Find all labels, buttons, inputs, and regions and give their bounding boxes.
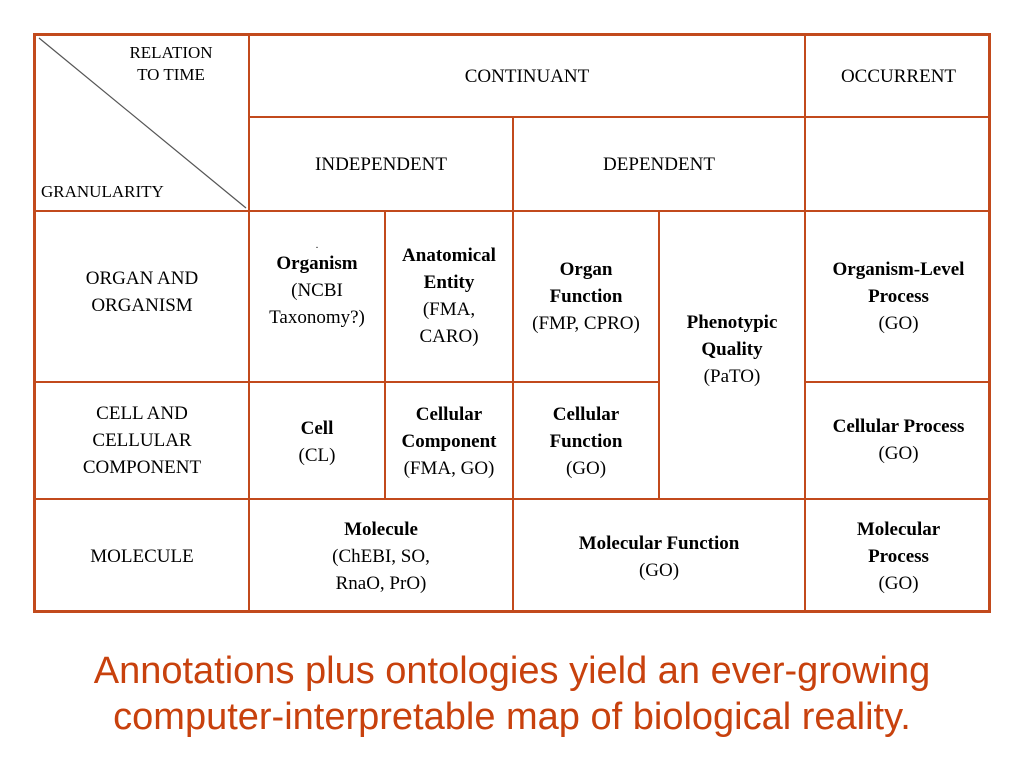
header-continuant: CONTINUANT xyxy=(250,36,804,116)
cell-source: RnaO, PrO) xyxy=(335,573,427,594)
cell-source: (PaTO) xyxy=(703,365,761,387)
cell-source: (NCBI xyxy=(291,280,343,301)
cell-organ-function: Organ Function (FMP, CPRO) xyxy=(514,212,658,381)
granularity-label: GRANULARITY xyxy=(41,182,164,201)
cell-title: Function xyxy=(549,286,623,307)
header-text: CONTINUANT xyxy=(464,65,590,87)
cell-title: Phenotypic xyxy=(686,311,778,333)
cell-cellular-function: Cellular Function (GO) xyxy=(514,383,658,498)
header-text: DEPENDENT xyxy=(603,153,715,175)
caption-line: computer-interpretable map of biological… xyxy=(113,696,911,738)
ontology-table: RELATION TO TIME GRANULARITY CONTINUANT … xyxy=(33,33,991,613)
row-label-line: ORGANISM xyxy=(91,294,193,316)
cell-title: Anatomical xyxy=(402,245,496,266)
cell-cell: Cell (CL) xyxy=(250,383,384,498)
row-label-line: ORGAN AND xyxy=(85,267,199,289)
cell-source: CARO) xyxy=(419,326,479,347)
relation-to-time-label: RELATION TO TIME xyxy=(111,42,231,86)
cell-anatomical-entity: Anatomical Entity (FMA, CARO) xyxy=(386,212,512,381)
cell-source: (CL) xyxy=(298,445,336,466)
row-label-cell-and-component: CELL AND CELLULAR COMPONENT xyxy=(36,383,248,498)
relation-label-line: TO TIME xyxy=(137,65,205,84)
cell-source: (GO) xyxy=(638,560,680,581)
cell-source: (GO) xyxy=(565,458,607,479)
cell-title: Cell xyxy=(300,418,334,439)
cell-source: (GO) xyxy=(878,313,919,334)
cell-mark: . xyxy=(315,240,319,251)
cell-cellular-component: Cellular Component (FMA, GO) xyxy=(386,383,512,498)
cell-source: (GO) xyxy=(878,443,919,464)
cell-molecular-function: Molecular Function (GO) xyxy=(514,500,804,613)
cell-molecular-process: Molecular Process (GO) xyxy=(806,500,991,613)
cell-title: Molecular Function xyxy=(578,533,740,554)
row-label-line: COMPONENT xyxy=(82,457,202,478)
row-label-molecule: MOLECULE xyxy=(36,500,248,613)
cell-title: Cellular Process xyxy=(832,416,965,437)
cell-source: (FMA, GO) xyxy=(403,458,495,479)
cell-phenotypic-quality: Phenotypic Quality (PaTO) xyxy=(660,212,804,498)
caption-line: Annotations plus ontologies yield an eve… xyxy=(93,650,931,692)
cell-title: Entity xyxy=(423,272,475,293)
cell-title: Organism xyxy=(276,253,358,274)
row-label-line: MOLECULE xyxy=(90,546,194,567)
cell-title: Organ xyxy=(559,259,613,280)
header-independent: INDEPENDENT xyxy=(250,118,512,210)
cell-organism-level-process: Organism-Level Process (GO) xyxy=(806,212,991,381)
row-label-line: CELL AND xyxy=(96,403,188,424)
cell-title: Quality xyxy=(701,338,763,360)
cell-source: Taxonomy?) xyxy=(269,307,365,328)
header-occurrent: OCCURRENT xyxy=(806,36,991,116)
cell-title: Process xyxy=(868,546,929,567)
grid-line xyxy=(384,210,386,498)
grid-line xyxy=(512,116,514,613)
cell-title: Molecular xyxy=(856,519,941,540)
cell-title: Cellular xyxy=(415,404,483,425)
cell-molecule: Molecule (ChEBI, SO, RnaO, PrO) xyxy=(250,500,512,613)
slide-caption: Annotations plus ontologies yield an eve… xyxy=(0,648,1024,740)
cell-title: Molecule xyxy=(344,519,418,540)
grid-line xyxy=(804,381,991,383)
corner-diagonal xyxy=(38,37,247,209)
relation-label-line: RELATION xyxy=(129,43,213,62)
grid-line xyxy=(658,210,660,498)
cell-source: (FMP, CPRO) xyxy=(532,313,640,334)
grid-line xyxy=(248,36,250,613)
cell-source: (GO) xyxy=(878,573,919,594)
header-text: INDEPENDENT xyxy=(315,153,447,175)
cell-title: Cellular xyxy=(552,404,620,425)
row-label-line: CELLULAR xyxy=(92,430,192,451)
cell-title: Component xyxy=(401,431,497,452)
row-label-organ-and-organism: ORGAN AND ORGANISM xyxy=(36,212,248,381)
cell-title: Process xyxy=(868,286,929,307)
cell-title: Function xyxy=(549,431,623,452)
cell-organism: . Organism (NCBI Taxonomy?) xyxy=(250,212,384,381)
header-dependent: DEPENDENT xyxy=(514,118,804,210)
grid-line xyxy=(248,116,991,118)
cell-source: (ChEBI, SO, xyxy=(332,546,430,567)
cell-cellular-process: Cellular Process (GO) xyxy=(806,383,991,498)
grid-line xyxy=(804,36,806,613)
cell-title: Organism-Level xyxy=(832,259,965,280)
grid-line xyxy=(36,381,658,383)
cell-source: (FMA, xyxy=(422,299,476,320)
header-text: OCCURRENT xyxy=(840,65,957,87)
